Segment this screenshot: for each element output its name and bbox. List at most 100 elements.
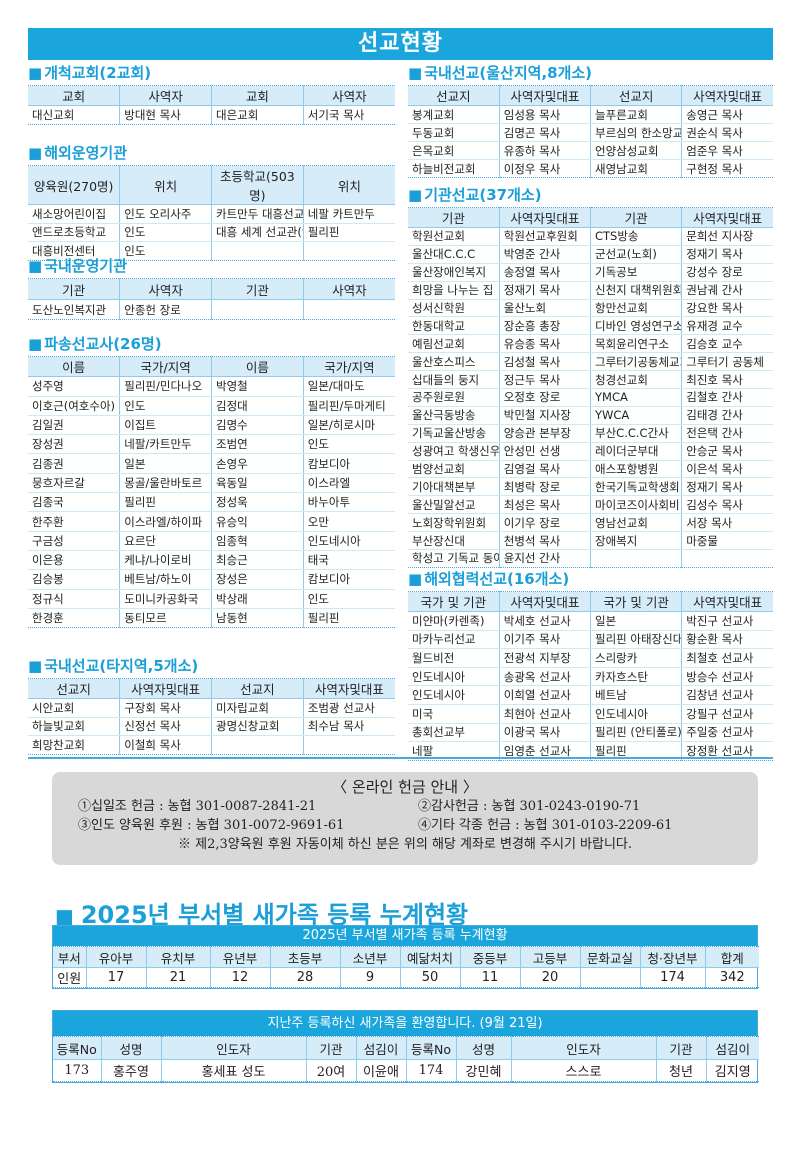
- column-header: 등록No: [53, 1036, 101, 1060]
- column-header: 사역자및대표: [498, 85, 591, 106]
- table-cell: 이스라엘/하이파: [119, 511, 212, 532]
- table-cell: 필리핀 아태장신대: [589, 630, 682, 650]
- column-header: 중등부: [459, 946, 520, 968]
- table-cell: 은목교회: [408, 141, 500, 160]
- table-cell: 21: [145, 967, 210, 988]
- table-cell: [211, 735, 304, 755]
- table-row: 하늘비전교회 이정우 목사 새영남교회 구현정 목사: [408, 159, 773, 178]
- table-cell: 오정호 장로: [498, 388, 591, 407]
- table-cell: 일본/대마도: [302, 376, 395, 397]
- table-row: 공주원로원 오정호 장로 YMCA 김철호 간사: [408, 388, 773, 407]
- table-cell: 부산장신대: [408, 531, 500, 551]
- welcome-table: 지난주 등록하신 새가족을 환영합니다. (9월 21일) 등록No 성명 인도자 기…: [52, 1010, 759, 1083]
- table-row: 울산장애인복지 송정열 목사 기독공보 강성수 장로: [408, 263, 773, 282]
- column-header: 사역자및대표: [681, 85, 773, 106]
- column-header: 국가/지역: [302, 355, 395, 378]
- table-cell: 울산노회: [498, 299, 591, 318]
- data-table: 선교지 사역자및대표 선교지 사역자및대표 봉계교회 임성용 목사 늘푸른교회 송영근 목사 두…: [408, 85, 773, 178]
- section-missionaries: 파송선교사(26명)이름국가/지역이름국가/지역성주영필리핀/민다나오박영철일본…: [28, 334, 395, 629]
- data-table: 이름 국가/지역 이름 국가/지역 성주영 필리핀/민다나오 박영철 일본/대마도 이호근(여호…: [28, 355, 395, 629]
- column-header: 선교지: [211, 678, 304, 699]
- table-cell: 남동현: [211, 608, 304, 629]
- table-row: 십대들의 둥지 정근두 목사 청경선교회 최진호 목사: [408, 370, 773, 390]
- table-cell: 봉계교회: [408, 105, 500, 124]
- table-cell: [302, 299, 395, 320]
- column-header: 부서: [53, 946, 86, 968]
- table-cell: 김승봉: [28, 569, 120, 590]
- table-cell: 이스라엘: [302, 473, 395, 494]
- table-cell: 카자흐스탄: [589, 667, 682, 687]
- table-cell: 필리핀: [119, 492, 212, 513]
- offering-item: ④기타 각종 헌금 : 농협 301-0103-2209-61: [418, 818, 673, 833]
- table-cell: 하늘빛교회: [28, 717, 120, 736]
- table-cell: 홍세표 성도: [160, 1059, 306, 1082]
- table-row: 도산노인복지관 안종헌 장로: [28, 299, 395, 320]
- column-header: 성명: [455, 1036, 511, 1060]
- table-cell: 오만: [302, 511, 395, 532]
- table-cell: 173: [53, 1059, 101, 1082]
- table-cell: 네팔 카트만두: [302, 204, 395, 224]
- table-row: 울산밀알선교 최성은 목사 마이코즈이사회비 김성수 목사: [408, 495, 773, 515]
- table-cell: 박민철 지사장: [498, 406, 591, 425]
- table-cell: 김철호 간사: [681, 388, 773, 407]
- table-cell: 유종하 목사: [498, 141, 591, 160]
- table-cell: 새소망어린이집: [28, 204, 120, 224]
- table-cell: [579, 967, 640, 988]
- table-cell: 안종헌 장로: [119, 299, 212, 320]
- table-cell: 서기국 목사: [302, 105, 395, 125]
- table-cell: 조범광 선교사: [302, 698, 395, 718]
- section-domestic-ulsan: 국내선교(울산지역,8개소)선교지사역자및대표선교지사역자및대표봉계교회임성용 …: [408, 63, 773, 178]
- section-title: 국내선교(울산지역,8개소): [408, 63, 773, 83]
- table-cell: 목회윤리연구소: [589, 334, 682, 354]
- table-cell: 필리핀 (안티폴로): [589, 723, 682, 743]
- table-cell: 군선교(노회): [589, 245, 682, 264]
- section-title: 국내운영기관: [28, 256, 395, 276]
- table-cell: [681, 549, 773, 568]
- header-row: 부서 유아부 유치부 유년부 초등부 소년부 예닮처치 중등부 고등부 문화교실 청·장년부 합계: [53, 946, 759, 968]
- table-cell: 구현정 목사: [681, 159, 773, 178]
- table-cell: 장성권: [28, 434, 120, 455]
- table-cell: 김창년 선교사: [681, 685, 773, 705]
- table-row: 성서신학원 울산노회 항만선교회 강요한 목사: [408, 299, 773, 318]
- table-cell: 일본: [119, 453, 212, 474]
- section-institution: 기관선교(37개소)기관사역자및대표기관사역자및대표학원선교회학원선교후원회CT…: [408, 185, 773, 568]
- table-cell: 방대현 목사: [119, 105, 212, 125]
- table-cell: 월드비전: [408, 648, 500, 668]
- table-cell: 필리핀/민다나오: [119, 376, 212, 397]
- section-title: 국내선교(타지역,5개소): [28, 656, 395, 676]
- table-cell: [302, 735, 395, 755]
- column-header: 등록No: [405, 1036, 456, 1060]
- table-cell: 새영남교회: [589, 159, 682, 178]
- table-cell: 케냐/나이로비: [119, 550, 212, 571]
- column-header: 사역자및대표: [498, 591, 591, 612]
- table-cell: 정근두 목사: [498, 370, 591, 390]
- table-cell: 부산C.C.C간사: [589, 424, 682, 443]
- table-cell: 하늘비전교회: [408, 159, 500, 178]
- table-cell: 스스로: [510, 1059, 656, 1082]
- table-cell: 미자립교회: [211, 698, 304, 718]
- column-header: 기관: [211, 278, 304, 300]
- column-header: 문화교실: [579, 946, 640, 968]
- table-cell: 이정우 목사: [498, 159, 591, 178]
- table-cell: 강요한 목사: [681, 299, 773, 318]
- table-cell: 항만선교회: [589, 299, 682, 318]
- table-cell: 육동일: [211, 473, 304, 494]
- table-cell: [589, 549, 682, 568]
- table-row: 대신교회 방대현 목사 대은교회 서기국 목사: [28, 105, 395, 125]
- table-row: 울산호스피스 김성철 목사 그루터기공동체교회 그루터기 공동체: [408, 352, 773, 372]
- table-cell: 인도: [302, 434, 395, 455]
- page-title: 선교현황: [28, 28, 773, 60]
- table-cell: 울산극동방송: [408, 406, 500, 425]
- column-header: 섬김이: [705, 1036, 759, 1060]
- offering-note: ※ 제2,3양육원 후원 자동이체 하신 분은 위의 해당 계좌로 변경해 주시…: [177, 837, 633, 852]
- table-cell: [211, 299, 304, 320]
- data-table: 기관 사역자및대표 기관 사역자및대표 학원선교회 학원선교후원회 CTS방송 문희선 지사장…: [408, 207, 773, 568]
- table-cell: YMCA: [589, 388, 682, 407]
- table-cell: 임성용 목사: [498, 105, 591, 124]
- table-cell: 한국기독교학생회: [589, 477, 682, 497]
- table-cell: 20: [519, 967, 580, 988]
